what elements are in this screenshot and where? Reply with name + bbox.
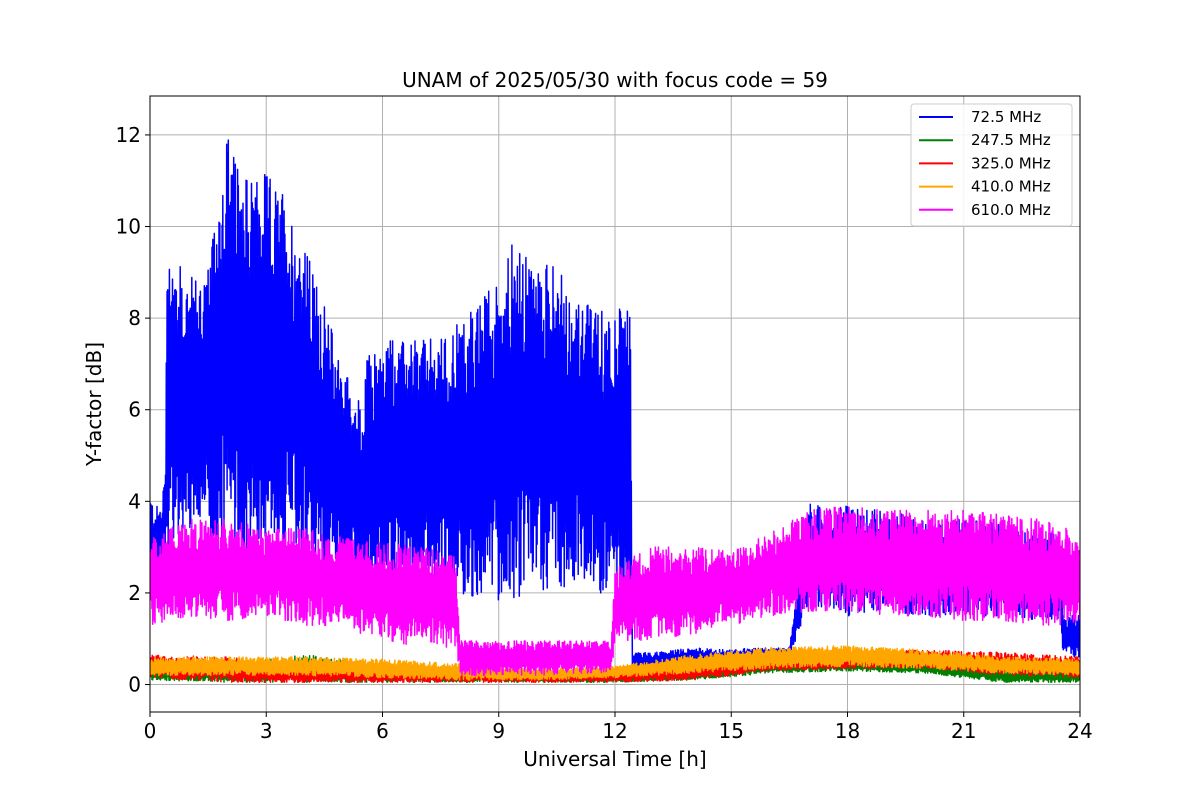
- x-axis-label: Universal Time [h]: [523, 747, 706, 771]
- y-tick-label: 4: [128, 489, 141, 513]
- legend-label-0: 72.5 MHz: [971, 108, 1041, 126]
- y-tick-label: 8: [128, 306, 141, 330]
- legend-label-1: 247.5 MHz: [971, 131, 1051, 149]
- legend-label-4: 610.0 MHz: [971, 201, 1051, 219]
- x-tick-label: 12: [602, 719, 627, 743]
- x-tick-label: 24: [1067, 719, 1092, 743]
- x-tick-label: 18: [835, 719, 860, 743]
- legend: 72.5 MHz 247.5 MHz 325.0 MHz 410.0 MHz 610.0…: [910, 103, 1073, 227]
- series-line-3: [150, 645, 1080, 681]
- y-tick-label: 2: [128, 581, 141, 605]
- y-tick-label: 10: [116, 215, 141, 239]
- y-tick-label: 6: [128, 398, 141, 422]
- plot-series: [150, 139, 1080, 683]
- legend-label-3: 410.0 MHz: [971, 178, 1051, 196]
- y-tick-label: 0: [128, 673, 141, 697]
- x-tick-label: 6: [376, 719, 389, 743]
- x-tick-label: 9: [492, 719, 505, 743]
- chart-title: UNAM of 2025/05/30 with focus code = 59: [402, 68, 828, 92]
- x-tick-label: 0: [144, 719, 157, 743]
- x-tick-label: 3: [260, 719, 273, 743]
- x-tick-label: 21: [951, 719, 976, 743]
- x-tick-label: 15: [719, 719, 744, 743]
- legend-label-2: 325.0 MHz: [971, 154, 1051, 172]
- y-axis-label: Y-factor [dB]: [82, 342, 106, 467]
- series-line-4: [150, 506, 1080, 677]
- y-tick-label: 12: [116, 123, 141, 147]
- legend-box: [910, 103, 1073, 227]
